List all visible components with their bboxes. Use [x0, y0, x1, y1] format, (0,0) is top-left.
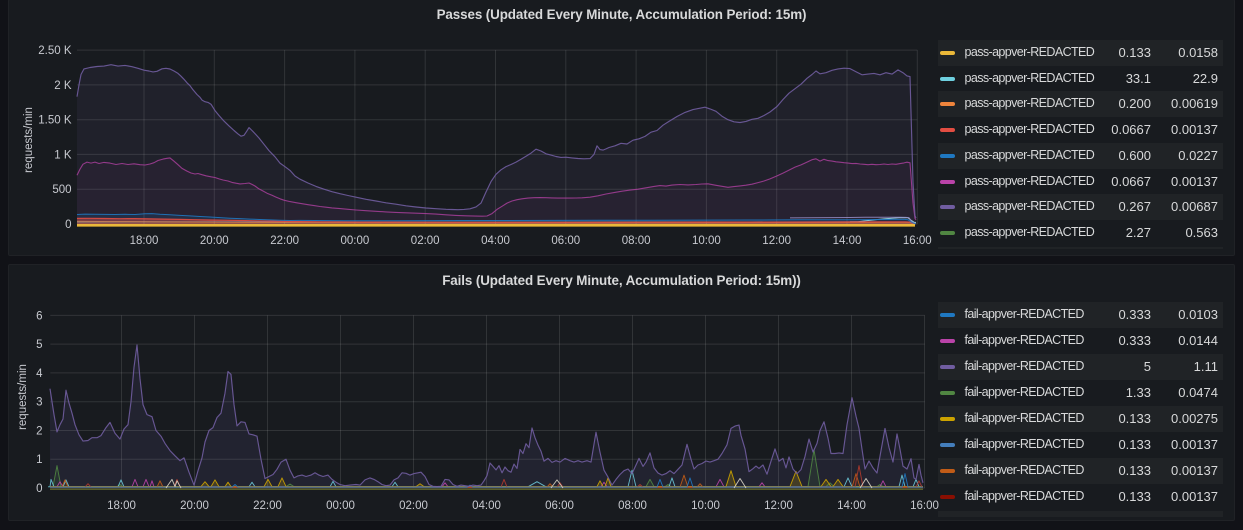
svg-text:02:00: 02:00 [399, 500, 428, 512]
svg-text:00:00: 00:00 [341, 235, 370, 247]
svg-text:04:00: 04:00 [472, 500, 501, 512]
svg-text:requests/min: requests/min [23, 107, 35, 173]
svg-text:12:00: 12:00 [762, 235, 791, 247]
svg-text:0: 0 [65, 219, 71, 231]
svg-text:2 K: 2 K [54, 80, 72, 92]
svg-text:16:00: 16:00 [903, 235, 932, 247]
svg-text:0: 0 [36, 483, 42, 495]
svg-text:3: 3 [36, 397, 42, 409]
svg-text:22:00: 22:00 [253, 500, 282, 512]
svg-text:14:00: 14:00 [833, 235, 862, 247]
svg-text:06:00: 06:00 [551, 235, 580, 247]
svg-text:5: 5 [36, 339, 42, 351]
svg-text:requests/min: requests/min [17, 364, 29, 430]
svg-text:18:00: 18:00 [107, 500, 136, 512]
svg-text:2.50 K: 2.50 K [38, 45, 72, 57]
svg-text:1.50 K: 1.50 K [38, 115, 72, 127]
svg-text:06:00: 06:00 [545, 500, 574, 512]
svg-text:14:00: 14:00 [837, 500, 866, 512]
svg-text:12:00: 12:00 [764, 500, 793, 512]
svg-text:00:00: 00:00 [326, 500, 355, 512]
svg-text:20:00: 20:00 [200, 235, 229, 247]
svg-text:16:00: 16:00 [910, 500, 939, 512]
svg-text:1: 1 [36, 454, 42, 466]
svg-text:10:00: 10:00 [691, 500, 720, 512]
svg-text:08:00: 08:00 [618, 500, 647, 512]
svg-text:10:00: 10:00 [692, 235, 721, 247]
svg-text:04:00: 04:00 [481, 235, 510, 247]
svg-text:1 K: 1 K [54, 149, 72, 161]
svg-text:08:00: 08:00 [622, 235, 651, 247]
svg-text:20:00: 20:00 [180, 500, 209, 512]
svg-text:6: 6 [36, 310, 42, 322]
svg-text:18:00: 18:00 [130, 235, 159, 247]
svg-text:500: 500 [52, 184, 71, 196]
svg-text:4: 4 [36, 368, 43, 380]
svg-text:22:00: 22:00 [270, 235, 299, 247]
svg-text:02:00: 02:00 [411, 235, 440, 247]
svg-text:2: 2 [36, 426, 42, 438]
